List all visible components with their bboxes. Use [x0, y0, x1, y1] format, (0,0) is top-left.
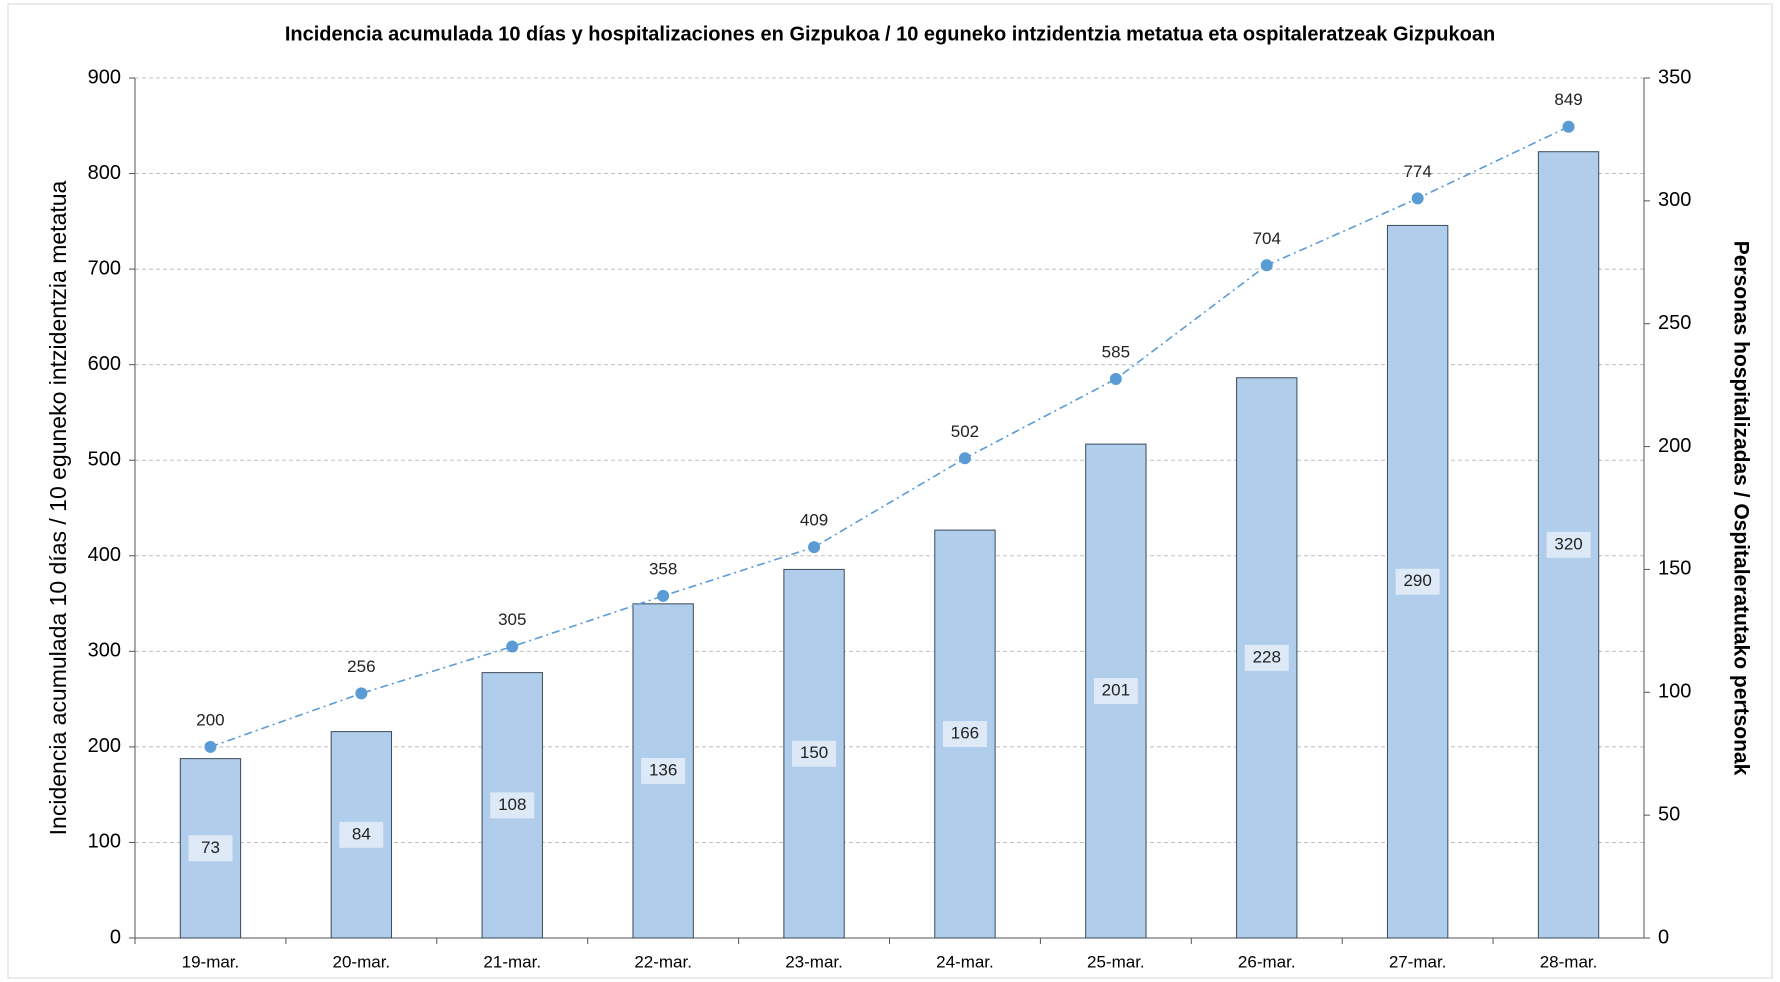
x-tick-label: 21-mar.: [483, 952, 541, 971]
data-label-bg: [1093, 678, 1138, 705]
line-marker: [1109, 373, 1122, 385]
x-tick-label: 20-mar.: [333, 952, 391, 971]
y2-tick-label: 150: [1658, 558, 1691, 580]
y2-tick-label: 0: [1658, 926, 1669, 948]
data-label: 201: [1102, 681, 1130, 700]
y-tick-label: 400: [88, 544, 121, 566]
data-label: 409: [800, 511, 828, 530]
data-label: 502: [951, 422, 979, 441]
y-tick-label: 100: [88, 831, 121, 853]
data-label: 150: [800, 743, 828, 762]
line-marker: [1260, 259, 1273, 272]
line-marker: [506, 640, 519, 653]
y2-tick-label: 100: [1658, 681, 1691, 703]
x-tick-label: 24-mar.: [936, 952, 994, 971]
data-label-bg: [188, 835, 233, 862]
data-label: 358: [649, 559, 677, 578]
line-marker: [657, 589, 670, 602]
y2-tick-label: 350: [1658, 66, 1691, 88]
x-tick-label: 23-mar.: [785, 952, 843, 971]
y2-axis-title: Personas hospitalizadas / Ospitaleratuta…: [1729, 241, 1752, 776]
y-tick-label: 0: [110, 926, 121, 948]
y-axis-title: Incidencia acumulada 10 días / 10 egunek…: [45, 180, 71, 835]
data-label: 704: [1253, 229, 1281, 248]
data-label: 108: [498, 795, 526, 814]
data-label-bg: [641, 757, 686, 784]
y-tick-label: 700: [88, 257, 121, 279]
data-label: 136: [649, 760, 677, 779]
y-tick-label: 500: [88, 449, 121, 471]
x-tick-label: 19-mar.: [182, 952, 240, 971]
line: [210, 126, 1569, 748]
y-tick-label: 600: [88, 353, 121, 375]
x-tick-label: 26-mar.: [1238, 952, 1296, 971]
x-tick-label: 25-mar.: [1087, 952, 1145, 971]
data-label: 73: [201, 838, 220, 857]
data-label: 228: [1253, 647, 1281, 666]
data-label-bg: [339, 821, 384, 848]
data-label: 290: [1403, 571, 1431, 590]
x-tick-label: 22-mar.: [634, 952, 692, 971]
line-marker: [1562, 120, 1575, 133]
line-marker: [958, 452, 971, 465]
y-tick-label: 900: [88, 66, 121, 88]
data-label-bg: [490, 792, 535, 819]
y-tick-label: 300: [88, 640, 121, 662]
y2-tick-label: 300: [1658, 189, 1691, 211]
data-label: 774: [1403, 162, 1431, 181]
data-label-bg: [1395, 568, 1440, 595]
x-tick-label: 28-mar.: [1540, 952, 1598, 971]
data-label: 200: [196, 710, 224, 729]
chart-title: Incidencia acumulada 10 días y hospitali…: [285, 23, 1495, 45]
y2-tick-label: 50: [1658, 803, 1680, 825]
y2-tick-label: 250: [1658, 312, 1691, 334]
y-tick-label: 200: [88, 735, 121, 757]
line-marker: [204, 740, 217, 753]
data-label-bg: [942, 721, 987, 748]
line-marker: [355, 687, 368, 700]
data-label-bg: [1546, 531, 1591, 558]
y2-tick-label: 200: [1658, 435, 1691, 457]
data-label: 305: [498, 610, 526, 629]
data-label: 84: [352, 824, 371, 843]
line-marker: [808, 541, 821, 554]
data-label-bg: [792, 740, 837, 767]
data-label: 320: [1554, 534, 1582, 553]
line-marker: [1411, 192, 1424, 205]
data-label: 585: [1102, 342, 1130, 361]
data-label: 166: [951, 724, 979, 743]
chart-frame: [7, 3, 1773, 979]
data-label: 256: [347, 657, 375, 676]
data-label: 849: [1554, 90, 1582, 109]
data-label-bg: [1244, 644, 1289, 671]
y-tick-label: 800: [88, 162, 121, 184]
x-tick-label: 27-mar.: [1389, 952, 1447, 971]
